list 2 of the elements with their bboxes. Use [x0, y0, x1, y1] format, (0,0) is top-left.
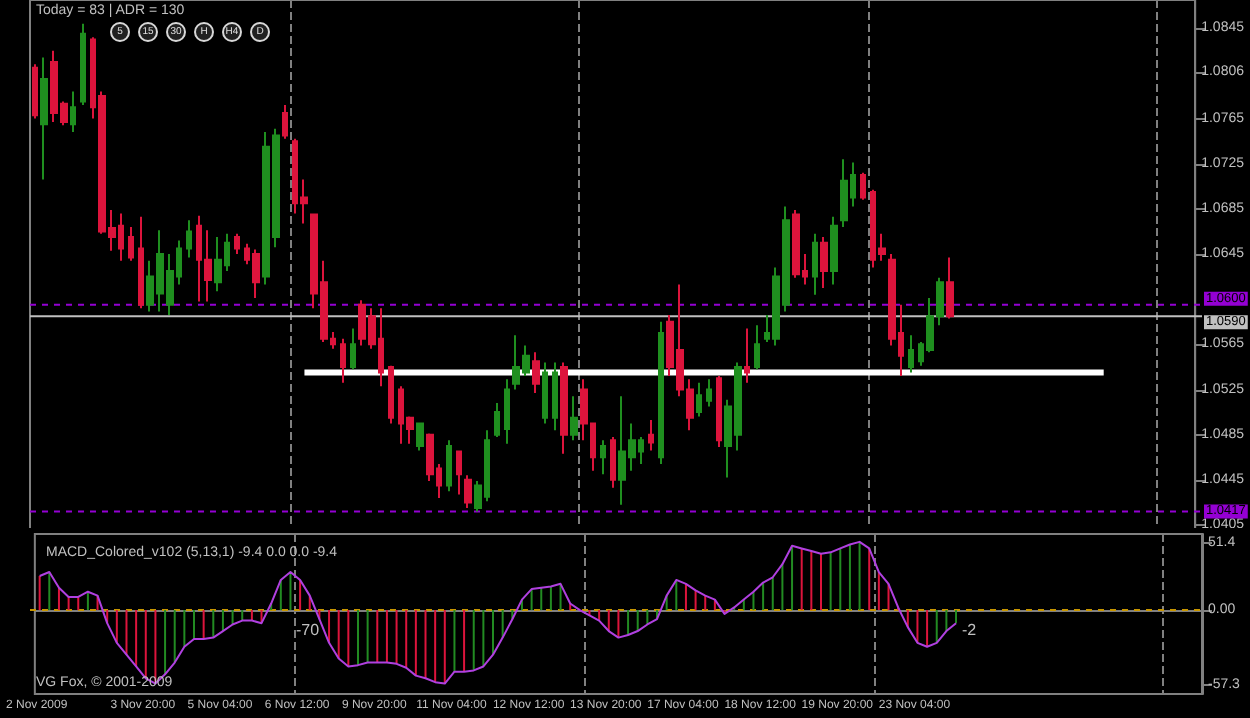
annotation: -2 — [962, 621, 978, 639]
annotation: -70 — [296, 621, 321, 639]
